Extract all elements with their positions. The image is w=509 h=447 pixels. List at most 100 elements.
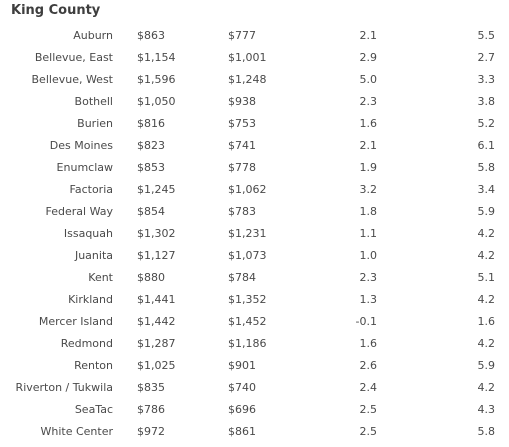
table-row: Factoria $1,245 $1,062 3.2 3.4: [0, 179, 509, 201]
value-col-3: 1.6: [359, 337, 378, 350]
value-col-1: $1,245: [137, 183, 176, 196]
data-table: Auburn $863 $777 2.1 5.5 Bellevue, East $1,154…: [0, 25, 509, 443]
value-col-4: 3.4: [477, 183, 496, 196]
value-col-3: 1.8: [359, 205, 378, 218]
value-col-3: 5.0: [359, 73, 378, 86]
value-col-1: $1,154: [137, 51, 176, 64]
value-col-1: $863: [137, 29, 165, 42]
area-name: SeaTac: [74, 403, 113, 416]
table-row: Mercer Island $1,442 $1,452 -0.1 1.6: [0, 311, 509, 333]
table-row: Issaquah $1,302 $1,231 1.1 4.2: [0, 223, 509, 245]
value-col-2: $777: [228, 29, 256, 42]
value-col-3: 2.6: [359, 359, 378, 372]
table-row: Bellevue, West $1,596 $1,248 5.0 3.3: [0, 69, 509, 91]
value-col-3: 1.1: [359, 227, 378, 240]
area-name: Renton: [74, 359, 113, 372]
area-name: Bellevue, West: [31, 73, 113, 86]
value-col-2: $783: [228, 205, 256, 218]
area-name: Burien: [77, 117, 113, 130]
value-col-1: $1,442: [137, 315, 176, 328]
area-name: Kirkland: [68, 293, 113, 306]
value-col-4: 5.9: [477, 359, 496, 372]
value-col-3: 2.5: [359, 425, 378, 438]
value-col-3: 2.1: [359, 139, 378, 152]
value-col-1: $1,025: [137, 359, 176, 372]
table-row: Enumclaw $853 $778 1.9 5.8: [0, 157, 509, 179]
value-col-3: 1.9: [359, 161, 378, 174]
value-col-4: 3.8: [477, 95, 496, 108]
area-name: Riverton / Tukwila: [15, 381, 113, 394]
value-col-3: 2.3: [359, 271, 378, 284]
value-col-2: $1,073: [228, 249, 267, 262]
value-col-2: $1,062: [228, 183, 267, 196]
value-col-1: $854: [137, 205, 165, 218]
table-row: Redmond $1,287 $1,186 1.6 4.2: [0, 333, 509, 355]
value-col-4: 4.2: [477, 293, 496, 306]
area-name: Bellevue, East: [34, 51, 113, 64]
table-row: Kirkland $1,441 $1,352 1.3 4.2: [0, 289, 509, 311]
value-col-2: $1,231: [228, 227, 267, 240]
value-col-4: 4.2: [477, 337, 496, 350]
value-col-1: $1,050: [137, 95, 176, 108]
value-col-4: 5.9: [477, 205, 496, 218]
value-col-2: $938: [228, 95, 256, 108]
value-col-2: $1,452: [228, 315, 267, 328]
value-col-1: $880: [137, 271, 165, 284]
value-col-2: $1,248: [228, 73, 267, 86]
value-col-1: $786: [137, 403, 165, 416]
table-row: Juanita $1,127 $1,073 1.0 4.2: [0, 245, 509, 267]
value-col-3: 2.3: [359, 95, 378, 108]
value-col-2: $753: [228, 117, 256, 130]
area-name: Issaquah: [63, 227, 113, 240]
table-row: Federal Way $854 $783 1.8 5.9: [0, 201, 509, 223]
value-col-2: $741: [228, 139, 256, 152]
value-col-2: $861: [228, 425, 256, 438]
value-col-3: 1.0: [359, 249, 378, 262]
table-row: Kent $880 $784 2.3 5.1: [0, 267, 509, 289]
value-col-3: 2.4: [359, 381, 378, 394]
value-col-1: $816: [137, 117, 165, 130]
value-col-2: $1,186: [228, 337, 267, 350]
value-col-4: 5.8: [477, 425, 496, 438]
area-name: Bothell: [74, 95, 113, 108]
value-col-1: $972: [137, 425, 165, 438]
table-row: White Center $972 $861 2.5 5.8: [0, 421, 509, 443]
value-col-3: -0.1: [355, 315, 377, 328]
value-col-4: 6.1: [477, 139, 496, 152]
area-name: Federal Way: [45, 205, 113, 218]
value-col-1: $1,287: [137, 337, 176, 350]
value-col-4: 5.1: [477, 271, 496, 284]
value-col-3: 1.6: [359, 117, 378, 130]
table-row: Burien $816 $753 1.6 5.2: [0, 113, 509, 135]
value-col-4: 2.7: [477, 51, 496, 64]
value-col-4: 4.2: [477, 249, 496, 262]
table-row: SeaTac $786 $696 2.5 4.3: [0, 399, 509, 421]
value-col-1: $835: [137, 381, 165, 394]
table-row: Renton $1,025 $901 2.6 5.9: [0, 355, 509, 377]
value-col-3: 3.2: [359, 183, 378, 196]
section-title: King County: [11, 3, 101, 18]
table-row: Auburn $863 $777 2.1 5.5: [0, 25, 509, 47]
value-col-2: $901: [228, 359, 256, 372]
area-name: Des Moines: [49, 139, 113, 152]
area-name: Juanita: [74, 249, 113, 262]
area-name: Redmond: [60, 337, 113, 350]
table-row: Riverton / Tukwila $835 $740 2.4 4.2: [0, 377, 509, 399]
value-col-4: 4.2: [477, 227, 496, 240]
area-name: Enumclaw: [56, 161, 113, 174]
area-name: Factoria: [69, 183, 113, 196]
value-col-4: 5.5: [477, 29, 496, 42]
value-col-3: 1.3: [359, 293, 378, 306]
value-col-2: $696: [228, 403, 256, 416]
area-name: Auburn: [73, 29, 113, 42]
table-row: Des Moines $823 $741 2.1 6.1: [0, 135, 509, 157]
value-col-4: 4.2: [477, 381, 496, 394]
value-col-2: $784: [228, 271, 256, 284]
value-col-3: 2.5: [359, 403, 378, 416]
value-col-4: 3.3: [477, 73, 496, 86]
value-col-4: 5.2: [477, 117, 496, 130]
value-col-3: 2.1: [359, 29, 378, 42]
value-col-4: 1.6: [477, 315, 496, 328]
area-name: Kent: [88, 271, 113, 284]
value-col-2: $1,352: [228, 293, 267, 306]
